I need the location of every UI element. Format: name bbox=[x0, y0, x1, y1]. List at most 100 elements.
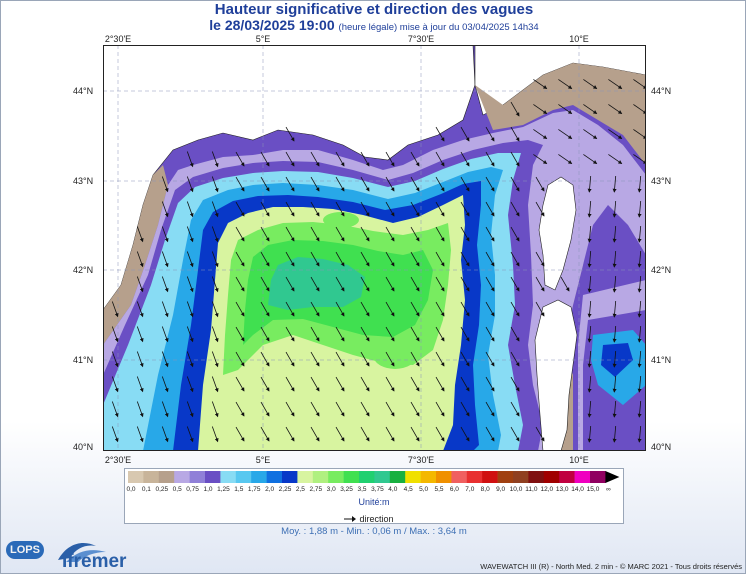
colorbar-swatch bbox=[436, 471, 452, 483]
colorbar-swatch bbox=[312, 471, 329, 483]
direction-arrow bbox=[310, 326, 320, 342]
direction-arrow bbox=[510, 226, 520, 242]
direction-arrow bbox=[485, 376, 495, 392]
direction-arrow bbox=[360, 226, 370, 242]
direction-arrow bbox=[335, 226, 345, 242]
direction-arrow bbox=[111, 401, 119, 418]
direction-arrow bbox=[612, 425, 617, 443]
direction-arrow bbox=[560, 276, 570, 292]
direction-arrow bbox=[260, 401, 270, 417]
direction-arrow bbox=[360, 151, 370, 167]
colorbar-label: 2,0 bbox=[265, 486, 275, 493]
direction-arrow bbox=[612, 350, 617, 368]
direction-arrow bbox=[161, 351, 169, 368]
direction-arrow bbox=[186, 151, 194, 168]
direction-arrow bbox=[410, 426, 420, 442]
direction-arrow bbox=[587, 400, 592, 418]
colorbar-label: 14,0 bbox=[571, 486, 584, 493]
colorbar-label: 1,5 bbox=[234, 486, 244, 493]
direction-arrow bbox=[558, 154, 573, 165]
direction-arrow bbox=[186, 401, 194, 418]
direction-arrow bbox=[235, 426, 245, 442]
colorbar-label: 0,1 bbox=[141, 486, 151, 493]
direction-arrow bbox=[510, 251, 520, 267]
direction-arrow bbox=[637, 325, 642, 343]
direction-arrow bbox=[260, 351, 270, 367]
direction-arrow bbox=[285, 251, 295, 267]
direction-arrow bbox=[410, 401, 420, 417]
direction-arrow bbox=[211, 176, 219, 193]
direction-arrow bbox=[260, 301, 270, 317]
lat-label-left-40: 40°N bbox=[73, 442, 94, 452]
lat-label-left-41: 41°N bbox=[73, 355, 94, 365]
direction-arrow bbox=[211, 301, 219, 318]
direction-arrow bbox=[612, 300, 617, 318]
direction-arrow bbox=[186, 326, 194, 343]
colorbar-label: 15,0 bbox=[586, 486, 600, 493]
colorbar-label: 3,75 bbox=[371, 486, 384, 493]
direction-arrow bbox=[485, 251, 495, 267]
direction-arrow bbox=[510, 401, 520, 417]
direction-arrow bbox=[211, 226, 219, 243]
direction-arrow bbox=[410, 276, 420, 292]
colorbar-swatch bbox=[266, 471, 283, 483]
direction-arrow bbox=[510, 151, 520, 167]
direction-arrow bbox=[385, 351, 395, 367]
direction-arrow bbox=[558, 129, 573, 140]
lat-label-right-42: 42°N bbox=[651, 265, 672, 275]
direction-arrow bbox=[435, 426, 445, 442]
colorbar-label: 2,5 bbox=[295, 486, 305, 493]
direction-arrow bbox=[186, 176, 194, 193]
direction-arrow bbox=[485, 351, 495, 367]
direction-arrow bbox=[186, 426, 194, 443]
direction-arrow bbox=[211, 326, 219, 343]
direction-arrow bbox=[510, 376, 520, 392]
land-france bbox=[103, 45, 476, 311]
colorbar-label: 0,25 bbox=[155, 486, 169, 493]
direction-arrow bbox=[360, 301, 370, 317]
direction-arrow bbox=[587, 350, 592, 368]
direction-arrow bbox=[310, 201, 320, 217]
colorbar-swatch bbox=[482, 471, 498, 483]
direction-arrow bbox=[533, 104, 548, 115]
credit-line: WAVEWATCH III (R) - North Med. 2 min - ©… bbox=[480, 562, 742, 571]
direction-arrow bbox=[335, 426, 345, 442]
colorbar-label: 3,0 bbox=[326, 486, 336, 493]
colorbar-swatch bbox=[590, 471, 606, 483]
direction-arrow bbox=[285, 351, 295, 367]
direction-arrow bbox=[587, 250, 592, 268]
direction-arrow bbox=[211, 376, 219, 393]
direction-arrow bbox=[460, 176, 470, 192]
direction-arrow bbox=[637, 425, 642, 443]
direction-arrow bbox=[235, 276, 245, 292]
direction-arrow bbox=[360, 176, 370, 192]
direction-arrow bbox=[510, 426, 520, 442]
lon-label-bottom-10: 10°E bbox=[569, 455, 589, 465]
direction-arrow bbox=[211, 426, 219, 443]
direction-arrow bbox=[310, 176, 320, 192]
direction-arrow bbox=[161, 251, 169, 268]
direction-arrow bbox=[435, 251, 445, 267]
direction-arrow bbox=[235, 201, 245, 217]
direction-arrow bbox=[360, 401, 370, 417]
wave-height-map bbox=[103, 45, 646, 451]
direction-arrow bbox=[211, 401, 219, 418]
direction-arrow bbox=[186, 201, 194, 218]
direction-arrow bbox=[186, 376, 194, 393]
direction-arrow bbox=[612, 375, 617, 393]
direction-arrow bbox=[460, 276, 470, 292]
direction-arrow bbox=[460, 426, 470, 442]
colorbar-label: 11,0 bbox=[525, 486, 538, 493]
direction-arrow bbox=[235, 351, 245, 367]
direction-arrow bbox=[533, 154, 548, 165]
direction-arrow bbox=[385, 201, 395, 217]
direction-arrow bbox=[285, 126, 295, 142]
direction-arrow bbox=[587, 275, 592, 293]
direction-arrow bbox=[235, 151, 245, 167]
direction-arrow bbox=[360, 351, 370, 367]
colorbar bbox=[128, 471, 620, 483]
direction-arrow bbox=[485, 301, 495, 317]
colorbar-label: 5,0 bbox=[419, 486, 429, 493]
direction-arrow bbox=[385, 426, 395, 442]
direction-arrow bbox=[285, 176, 295, 192]
